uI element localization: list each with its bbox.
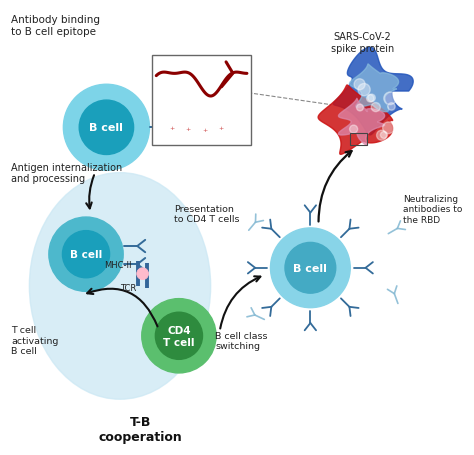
Circle shape xyxy=(376,131,387,141)
Polygon shape xyxy=(333,48,413,136)
Circle shape xyxy=(366,96,374,103)
Circle shape xyxy=(383,123,394,134)
Text: T-B
cooperation: T-B cooperation xyxy=(99,415,182,443)
Text: B cell class
switching: B cell class switching xyxy=(215,331,268,350)
Circle shape xyxy=(381,132,387,139)
Text: B cell: B cell xyxy=(293,263,328,273)
Text: +: + xyxy=(185,126,191,131)
Circle shape xyxy=(137,268,148,280)
Ellipse shape xyxy=(29,173,210,399)
Polygon shape xyxy=(349,65,399,112)
Circle shape xyxy=(79,101,134,155)
Text: SARS-CoV-2
spike protein: SARS-CoV-2 spike protein xyxy=(331,32,394,53)
Text: Antibody binding
to B cell epitope: Antibody binding to B cell epitope xyxy=(11,15,100,36)
Circle shape xyxy=(49,217,123,292)
Circle shape xyxy=(388,103,395,111)
Text: TCR: TCR xyxy=(119,283,136,292)
Circle shape xyxy=(285,243,336,293)
Circle shape xyxy=(358,84,370,96)
Text: Neutralizing
antibodies to
the RBD: Neutralizing antibodies to the RBD xyxy=(403,195,463,224)
Circle shape xyxy=(354,80,365,91)
Text: CD4
T cell: CD4 T cell xyxy=(163,325,195,347)
Circle shape xyxy=(166,122,178,134)
Circle shape xyxy=(384,93,396,106)
Text: MHC-II: MHC-II xyxy=(104,261,131,269)
Circle shape xyxy=(371,103,380,112)
Text: Antigen internalization
and processing: Antigen internalization and processing xyxy=(11,162,122,184)
Circle shape xyxy=(142,299,216,373)
Text: +: + xyxy=(170,126,175,131)
Circle shape xyxy=(64,85,149,171)
Circle shape xyxy=(350,126,358,134)
Circle shape xyxy=(182,123,194,135)
Circle shape xyxy=(271,228,350,308)
Text: +: + xyxy=(219,126,224,131)
Circle shape xyxy=(215,122,227,134)
Text: B cell: B cell xyxy=(90,123,123,133)
Circle shape xyxy=(368,95,375,102)
Text: B cell: B cell xyxy=(70,250,102,260)
Text: T cell
activating
B cell: T cell activating B cell xyxy=(11,326,59,355)
Circle shape xyxy=(63,231,109,278)
Circle shape xyxy=(200,124,211,136)
Polygon shape xyxy=(338,99,385,146)
Bar xyxy=(350,133,367,145)
Text: +: + xyxy=(202,128,208,133)
Circle shape xyxy=(356,105,364,111)
Text: Presentation
to CD4 T cells: Presentation to CD4 T cells xyxy=(174,204,240,223)
Circle shape xyxy=(155,313,202,359)
Bar xyxy=(152,56,251,146)
Polygon shape xyxy=(318,86,393,155)
